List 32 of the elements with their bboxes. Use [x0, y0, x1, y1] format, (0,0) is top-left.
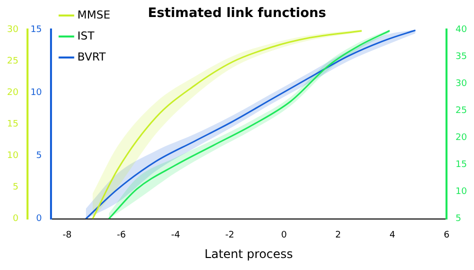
x-axis-title: Latent process [204, 246, 293, 261]
y-tick-label: 5 [36, 151, 42, 162]
y2-tick-label: 0 [12, 214, 19, 224]
y2-tick-label: 5 [12, 182, 18, 193]
legend-label: MMSE [77, 8, 110, 22]
y3-tick-label: 5 [456, 214, 462, 224]
y-tick-label: 0 [36, 214, 42, 224]
x-tick-label: 0 [281, 230, 288, 241]
y3-tick-label: 10 [456, 187, 468, 198]
x-tick-label: -4 [171, 230, 180, 241]
y-tick-label: 10 [30, 88, 42, 98]
x-tick-label: -2 [225, 230, 234, 241]
y2-tick-label: 15 [7, 120, 18, 130]
x-tick-label: 6 [444, 230, 450, 241]
x-tick-label: 4 [389, 230, 396, 241]
y3-tick-label: 35 [456, 52, 467, 62]
y2-tick-label: 25 [7, 56, 18, 66]
legend-label: BVRT [77, 50, 106, 64]
x-tick-label: 2 [335, 230, 342, 241]
y3-tick-label: 25 [456, 106, 467, 116]
x-tick-label: -6 [116, 230, 126, 241]
y2-tick-label: 20 [7, 88, 19, 98]
legend-label: IST [77, 29, 95, 42]
x-tick-label: -8 [62, 230, 72, 241]
chart-title: Estimated link functions [148, 6, 326, 22]
y3-tick-label: 40 [456, 24, 468, 35]
y2-tick-label: 30 [7, 24, 19, 35]
y3-tick-label: 30 [456, 79, 468, 89]
y3-tick-label: 20 [456, 133, 468, 144]
y2-tick-label: 10 [7, 151, 19, 162]
y3-tick-label: 15 [456, 160, 467, 170]
y-tick-label: 15 [30, 24, 42, 35]
